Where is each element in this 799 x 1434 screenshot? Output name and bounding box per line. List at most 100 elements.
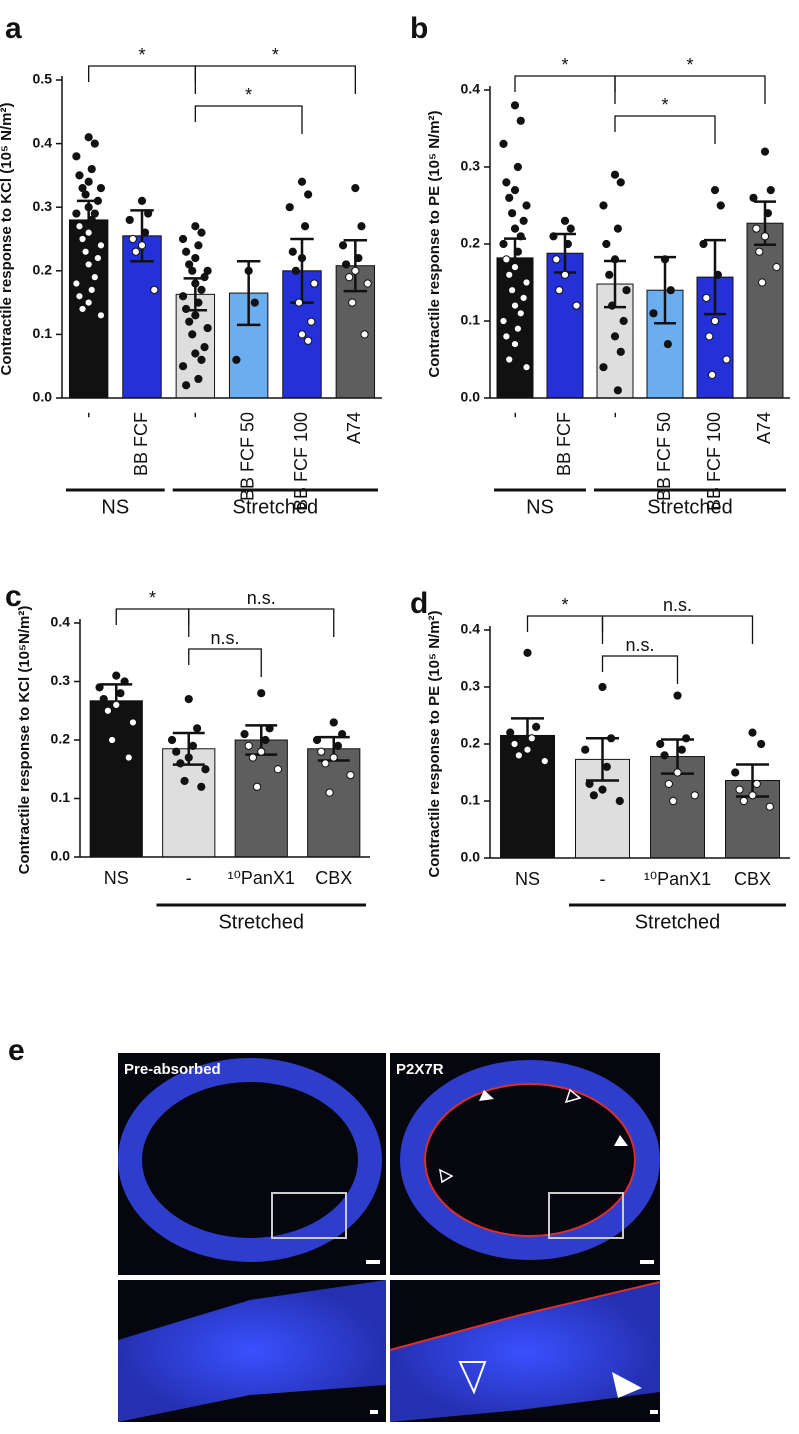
data-point <box>532 722 541 732</box>
data-point <box>178 362 188 371</box>
x-tick-label: - <box>600 869 606 889</box>
data-point <box>610 170 620 179</box>
data-point <box>673 768 682 777</box>
data-point <box>522 201 531 210</box>
y-tick-label: 0.0 <box>461 389 481 405</box>
arrowhead <box>479 1090 494 1101</box>
data-point <box>128 718 138 727</box>
data-point <box>185 260 194 269</box>
data-point <box>664 779 673 789</box>
data-point <box>560 270 570 279</box>
y-axis-label: Contractile response to KCl (10⁵N/m²) <box>16 606 33 875</box>
data-point <box>613 386 622 395</box>
data-point <box>124 753 133 762</box>
data-point <box>357 222 366 231</box>
data-point <box>763 209 772 218</box>
data-point <box>84 203 93 212</box>
significance-bracket <box>614 115 716 144</box>
data-point <box>348 298 357 307</box>
data-point <box>510 263 520 272</box>
group-label: Stretched <box>647 496 733 518</box>
data-point <box>581 745 590 754</box>
data-point <box>265 724 274 733</box>
bar <box>500 734 555 859</box>
significance-label: * <box>149 588 156 608</box>
y-tick-label: 0.4 <box>461 81 481 97</box>
data-point <box>329 753 338 762</box>
data-point <box>560 216 570 225</box>
significance-bracket <box>188 648 262 677</box>
panel-letter: e <box>8 1034 25 1067</box>
data-point <box>116 689 125 698</box>
data-point <box>513 162 522 172</box>
data-point <box>602 762 611 771</box>
vessel-ring <box>400 1060 660 1260</box>
data-point <box>244 266 253 275</box>
data-point <box>499 139 508 148</box>
image-label: Pre-absorbed <box>124 1061 221 1078</box>
data-point <box>248 753 257 762</box>
data-point <box>81 247 90 256</box>
data-point <box>342 260 351 269</box>
data-point <box>752 224 761 233</box>
vessel-wall <box>118 1280 386 1422</box>
data-point <box>75 171 84 180</box>
bar <box>746 222 784 399</box>
bar <box>575 758 630 859</box>
y-tick-label: 0.3 <box>461 678 481 694</box>
data-point <box>760 147 770 156</box>
data-point <box>599 201 608 210</box>
x-tick-label: NS <box>104 868 129 888</box>
arrowhead-open <box>458 1361 487 1395</box>
data-point <box>513 324 522 333</box>
data-point <box>90 273 99 282</box>
data-point <box>363 279 372 288</box>
data-point <box>690 791 699 800</box>
data-point <box>589 791 598 800</box>
x-tick-label: A74 <box>344 412 364 444</box>
data-point <box>250 298 259 307</box>
data-point <box>120 677 129 686</box>
data-point <box>510 224 520 233</box>
data-point <box>167 735 177 745</box>
data-point <box>333 741 343 750</box>
significance-bracket <box>188 608 335 637</box>
data-point <box>87 215 96 225</box>
data-point <box>731 768 740 777</box>
data-point <box>325 788 334 797</box>
data-point <box>710 186 720 195</box>
data-point <box>608 301 617 310</box>
data-point <box>200 343 209 352</box>
significance-label: n.s. <box>210 628 239 648</box>
data-point <box>184 753 193 762</box>
x-tick-label: BB FCF 50 <box>654 412 674 501</box>
group-label: Stretched <box>218 911 304 933</box>
data-point <box>502 332 511 341</box>
data-point <box>184 694 193 704</box>
data-point <box>150 285 159 294</box>
data-point <box>360 330 369 339</box>
data-point <box>288 247 297 256</box>
y-tick-label: 0.3 <box>33 198 53 214</box>
data-point <box>128 234 137 244</box>
data-point <box>656 739 665 749</box>
y-axis-label: Contractile response to PE (10⁵ N/m²) <box>426 610 443 877</box>
data-point <box>257 689 266 698</box>
y-tick-label: 0.1 <box>461 312 481 328</box>
data-point <box>185 317 194 326</box>
data-point <box>137 196 147 205</box>
y-tick-label: 0.5 <box>33 71 53 87</box>
x-tick-label: BB FCF 50 <box>237 412 257 501</box>
scale-bar <box>640 1260 654 1264</box>
data-point <box>297 330 307 339</box>
data-point <box>84 133 93 142</box>
data-point <box>312 735 322 745</box>
data-point <box>178 234 188 244</box>
data-point <box>505 355 514 364</box>
data-point <box>514 751 523 760</box>
data-point <box>197 782 206 791</box>
data-point <box>351 184 360 193</box>
data-point <box>598 785 607 794</box>
data-point <box>107 735 117 745</box>
